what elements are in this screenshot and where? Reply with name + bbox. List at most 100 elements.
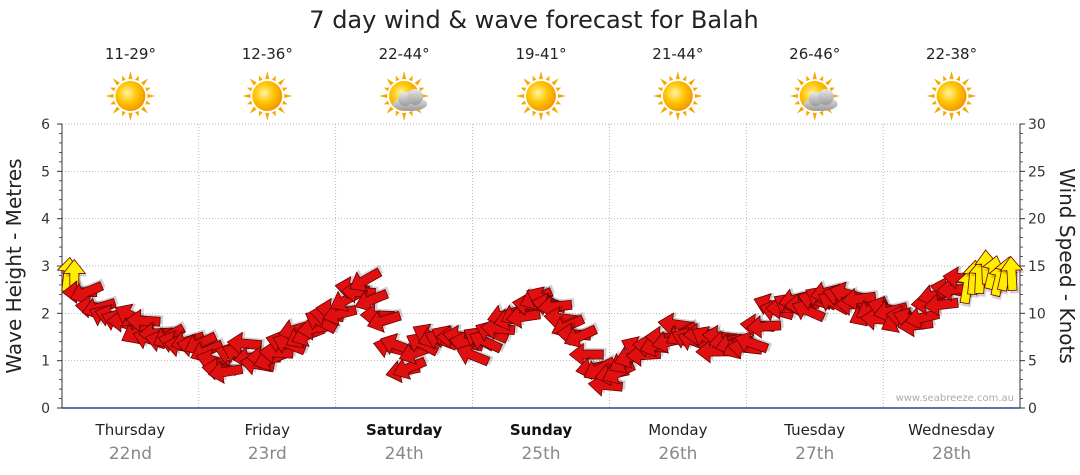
wind-arrow-body	[746, 314, 782, 339]
sun-cloud-icon	[789, 71, 840, 121]
left-tick-label: 4	[41, 212, 50, 228]
sun-ray	[414, 78, 422, 86]
sun-ray	[128, 71, 133, 80]
sun-ray	[128, 112, 133, 121]
sun-ray	[265, 71, 270, 80]
sun-ray	[557, 93, 566, 99]
sun-ray	[242, 93, 251, 99]
wind-arrows	[56, 249, 1025, 397]
sun-ray	[135, 110, 139, 117]
sun-rays	[242, 71, 293, 121]
wind-arrow-body	[456, 343, 491, 367]
sun-ray	[122, 110, 126, 117]
temp-label: 11-29°	[105, 45, 156, 63]
sun-ray	[551, 78, 559, 86]
sun-ray	[926, 93, 935, 99]
right-tick-label: 25	[1028, 164, 1046, 180]
sun-ray	[966, 87, 972, 92]
sun-ray	[692, 100, 699, 105]
sun-ray	[968, 93, 977, 99]
sun-rays	[926, 71, 977, 121]
weather-row: 11-29° 12-36° 22-44° 19-41° 21-44° 26-46° 22-3…	[105, 45, 977, 121]
sun-ray	[794, 100, 800, 105]
right-tick-label: 10	[1028, 306, 1046, 322]
sun-ray	[249, 78, 257, 86]
wind-arrow	[354, 286, 391, 313]
sun-ray	[669, 75, 674, 82]
sun-ray	[516, 93, 525, 99]
sun-ray	[682, 75, 687, 82]
sun-ray	[819, 75, 824, 82]
sun-ray	[657, 87, 664, 92]
wind-arrow-body	[125, 308, 161, 333]
sun-ray	[147, 93, 156, 99]
sun-ray	[523, 106, 531, 114]
cloud-part	[817, 89, 834, 105]
sun-ray	[669, 110, 674, 117]
sun-disc	[252, 81, 283, 111]
sun-ray	[956, 75, 960, 82]
left-axis-title: Wave Height - Metres	[2, 158, 26, 373]
sun-rays	[105, 71, 156, 121]
sun-ray	[112, 78, 120, 86]
sun-disc	[936, 81, 967, 111]
sun-ray	[797, 78, 805, 86]
date-label: 25th	[521, 444, 560, 464]
sun-ray	[675, 71, 680, 80]
temp-label: 21-44°	[652, 45, 703, 63]
temp-label: 12-36°	[242, 45, 293, 63]
sun-ray	[806, 110, 811, 117]
sun-icon	[105, 71, 156, 121]
sun-ray	[105, 93, 114, 99]
sun-ray	[943, 75, 947, 82]
date-label: 26th	[658, 444, 697, 464]
wind-arrow-body	[207, 360, 244, 384]
sun-ray	[682, 110, 687, 117]
sun-ray	[949, 112, 954, 121]
sun-ray	[532, 110, 537, 117]
day-label: Friday	[245, 421, 291, 439]
date-label: 24th	[385, 444, 424, 464]
sun-ray	[277, 106, 285, 114]
date-label: 27th	[795, 444, 834, 464]
sun-ray	[812, 71, 817, 80]
sun-ray	[949, 71, 954, 80]
sun-ray	[284, 93, 293, 99]
wind-arrow	[999, 255, 1025, 294]
sun-ray	[688, 106, 696, 114]
wind-arrow	[125, 307, 164, 333]
right-tick-label: 0	[1028, 401, 1037, 417]
sun-ray	[538, 71, 544, 80]
wind-arrow-body	[999, 255, 1024, 292]
sun-ray	[797, 106, 805, 114]
sun-ray	[523, 78, 531, 86]
sun-ray	[520, 100, 527, 105]
sun-ray	[675, 112, 680, 121]
sun-ray	[962, 106, 970, 114]
sun-ray	[145, 87, 151, 92]
wind-arrow	[734, 330, 773, 354]
sun-ray	[265, 112, 270, 121]
right-tick-label: 15	[1028, 259, 1046, 275]
day-label: Sunday	[510, 421, 573, 439]
sun-ray	[140, 78, 149, 86]
sun-ray	[135, 75, 139, 82]
sun-ray	[383, 87, 390, 92]
sun-ray	[943, 110, 947, 117]
sun-ray	[829, 87, 836, 92]
sun-ray	[277, 78, 285, 86]
sun-ray	[555, 87, 562, 92]
sun-ray	[271, 110, 276, 117]
sun-ray	[402, 112, 407, 121]
left-tick-label: 0	[41, 401, 50, 417]
sun-rays	[516, 71, 566, 121]
date-label: 28th	[932, 444, 971, 464]
sun-ray	[282, 100, 288, 105]
sun-ray	[692, 87, 699, 92]
sun-ray	[386, 106, 394, 114]
date-label: 23rd	[248, 444, 287, 464]
sun-ray	[122, 75, 126, 82]
sun-disc	[662, 81, 693, 111]
left-tick-label: 5	[41, 164, 50, 180]
